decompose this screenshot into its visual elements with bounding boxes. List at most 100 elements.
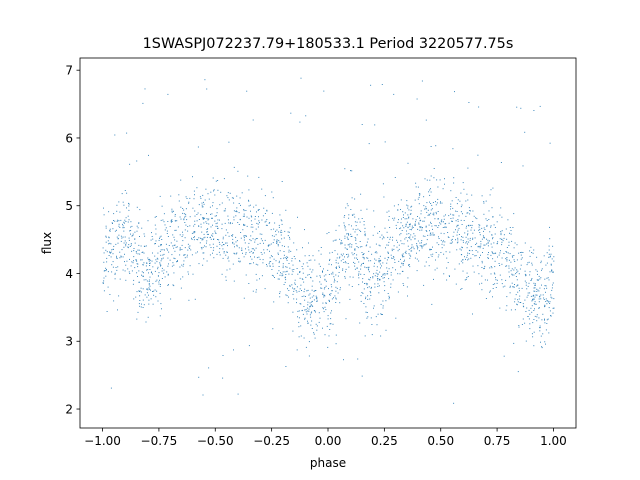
data-point [402,270,404,272]
data-point [546,323,548,324]
data-point [547,300,549,302]
data-point [294,283,296,285]
data-point [328,288,329,290]
data-point [483,244,485,246]
data-point [109,294,111,295]
data-point [155,233,157,235]
data-point [163,272,165,274]
data-point [297,310,299,312]
data-point [419,217,421,219]
data-point [490,273,492,275]
data-point [546,303,548,305]
data-point [128,219,130,221]
data-point [116,210,118,212]
data-point [441,247,443,249]
data-point [138,222,140,224]
data-point [213,238,215,240]
data-point [343,224,345,226]
data-point [531,279,532,281]
data-point [319,275,321,277]
data-point [282,263,284,265]
data-point [351,244,353,246]
data-point [514,298,516,300]
data-point [161,308,162,310]
data-point [552,312,554,314]
data-point [125,279,127,281]
data-point [390,286,392,288]
data-point [119,257,121,259]
data-point [461,288,463,289]
data-point [363,221,365,222]
data-point [478,273,480,275]
data-point [467,199,469,201]
data-point [249,239,251,241]
data-point [456,224,458,226]
data-point [312,255,314,257]
data-point [392,217,394,219]
data-point [103,252,105,254]
data-point [542,333,544,335]
data-point [539,307,540,309]
data-point [174,229,176,231]
data-point [300,335,302,337]
data-point [251,258,253,260]
data-point [184,257,186,259]
data-point [531,252,533,253]
data-point [339,289,341,291]
data-point [522,303,524,305]
data-point [466,254,468,256]
data-point [361,218,363,219]
data-point [120,256,122,258]
data-point [511,274,513,276]
data-point [485,218,487,220]
data-point [289,227,291,229]
data-point [171,210,173,212]
data-point [236,240,238,242]
data-point [405,225,407,227]
data-point [300,303,302,305]
data-point [235,236,237,238]
data-point [487,258,489,259]
data-point [352,228,354,230]
data-point [549,310,551,312]
data-point [174,239,176,241]
data-point [226,269,228,271]
data-point [145,265,147,267]
data-point [296,349,298,351]
data-point [125,243,127,245]
data-point [185,208,187,210]
data-point [332,271,334,273]
data-point [293,242,295,244]
data-point [368,269,370,271]
data-point [330,323,332,325]
data-point [399,273,401,275]
data-point [259,242,261,244]
data-point [474,237,476,239]
data-point [536,288,538,290]
data-point [377,273,379,275]
data-point [328,335,330,337]
data-point [356,267,358,269]
data-point [225,254,227,256]
data-point [154,255,156,257]
data-point [105,275,107,277]
data-point [329,329,331,330]
data-point [546,262,548,264]
data-point [227,245,228,247]
data-point [129,246,131,247]
data-point [116,257,118,259]
data-point [281,275,283,277]
data-point [119,251,121,253]
data-point [176,240,178,242]
data-point [159,237,160,239]
data-point [250,235,252,237]
data-point [189,197,191,199]
data-point [169,259,171,261]
data-point [490,189,492,191]
data-point [492,187,494,189]
data-point [514,301,516,303]
data-point [160,303,162,305]
data-point [178,200,180,202]
data-point [130,226,132,228]
data-point [251,224,253,225]
